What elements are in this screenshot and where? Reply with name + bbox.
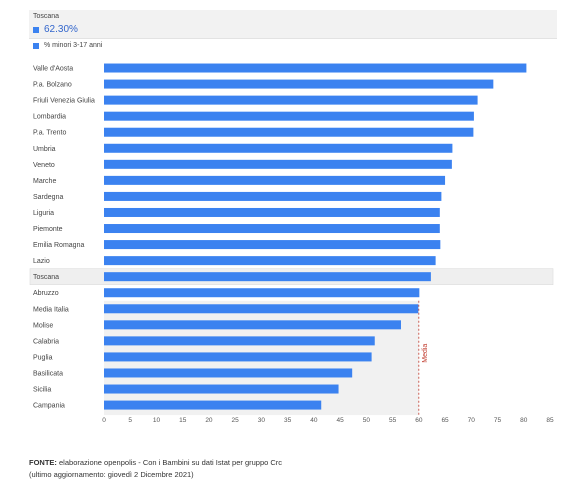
category-label: Basilicata xyxy=(33,370,63,377)
x-tick-label: 45 xyxy=(337,417,345,424)
x-tick-label: 30 xyxy=(258,417,266,424)
bar[interactable] xyxy=(104,207,440,217)
category-label: Umbria xyxy=(33,146,56,153)
x-tick-label: 60 xyxy=(415,417,423,424)
bar[interactable] xyxy=(104,304,419,314)
bar[interactable] xyxy=(104,224,440,234)
x-tick-label: 15 xyxy=(179,417,187,424)
category-label: Campania xyxy=(33,403,65,410)
bar[interactable] xyxy=(104,191,442,201)
bar[interactable] xyxy=(104,95,478,105)
legend[interactable]: % minori 3-17 anni xyxy=(33,42,102,49)
x-tick-label: 20 xyxy=(205,417,213,424)
tooltip-region: Toscana xyxy=(33,13,60,20)
category-label: Lazio xyxy=(33,258,50,265)
x-tick-label: 80 xyxy=(520,417,528,424)
x-tick-label: 55 xyxy=(389,417,397,424)
category-label: Sicilia xyxy=(33,387,51,394)
x-tick-label: 40 xyxy=(310,417,318,424)
legend-swatch xyxy=(33,42,39,49)
category-label: Lombardia xyxy=(33,114,66,121)
x-tick-label: 75 xyxy=(494,417,502,424)
bar[interactable] xyxy=(104,384,339,394)
bar[interactable] xyxy=(104,272,431,282)
category-label: Valle d'Aosta xyxy=(33,66,73,73)
category-label: Veneto xyxy=(33,162,55,169)
x-tick-label: 5 xyxy=(128,417,132,424)
category-label: Puglia xyxy=(33,354,53,361)
tooltip-value: 62.30% xyxy=(44,24,78,35)
bar[interactable] xyxy=(104,400,322,410)
category-label: Media Italia xyxy=(33,306,69,313)
x-tick-label: 0 xyxy=(102,417,106,424)
bar[interactable] xyxy=(104,111,474,121)
source-label: FONTE: xyxy=(29,458,57,467)
bar[interactable] xyxy=(104,79,494,89)
bar[interactable] xyxy=(104,240,441,250)
bar[interactable] xyxy=(104,288,420,298)
bar[interactable] xyxy=(104,63,527,73)
bar[interactable] xyxy=(104,159,452,169)
average-line-label: Media xyxy=(422,344,429,363)
bar[interactable] xyxy=(104,368,353,378)
x-tick-label: 50 xyxy=(363,417,371,424)
bar[interactable] xyxy=(104,175,446,185)
source-note: FONTE: elaborazione openpolis - Con i Ba… xyxy=(29,457,282,481)
category-label: Abruzzo xyxy=(33,290,59,297)
bar[interactable] xyxy=(104,336,375,346)
bar[interactable] xyxy=(104,143,453,153)
legend-label: % minori 3-17 anni xyxy=(44,42,103,49)
category-label: Emilia Romagna xyxy=(33,242,84,249)
bar[interactable] xyxy=(104,352,372,362)
category-label: Liguria xyxy=(33,210,54,217)
category-label: Toscana xyxy=(33,274,59,281)
x-tick-label: 65 xyxy=(441,417,449,424)
x-tick-label: 85 xyxy=(546,417,554,424)
category-label: Marche xyxy=(33,178,56,185)
category-label: Friuli Venezia Giulia xyxy=(33,98,95,105)
x-tick-label: 70 xyxy=(468,417,476,424)
bar[interactable] xyxy=(104,256,436,266)
x-tick-label: 10 xyxy=(153,417,161,424)
category-label: Piemonte xyxy=(33,226,63,233)
source-updated: (ultimo aggiornamento: giovedì 2 Dicembr… xyxy=(29,470,194,479)
bar-chart: Valle d'Aosta P.a. Bolzano Friuli Venezia … xyxy=(29,63,554,424)
category-label: Sardegna xyxy=(33,194,63,201)
category-label: Molise xyxy=(33,322,53,329)
category-label: P.a. Trento xyxy=(33,130,66,137)
bar[interactable] xyxy=(104,320,401,330)
source-text: elaborazione openpolis - Con i Bambini s… xyxy=(59,458,283,467)
category-label: P.a. Bolzano xyxy=(33,82,72,89)
tooltip-swatch xyxy=(33,26,39,33)
tooltip: Toscana 62.30% xyxy=(29,10,557,39)
x-tick-label: 35 xyxy=(284,417,292,424)
bar[interactable] xyxy=(104,127,474,137)
category-label: Calabria xyxy=(33,338,59,345)
x-tick-label: 25 xyxy=(232,417,240,424)
